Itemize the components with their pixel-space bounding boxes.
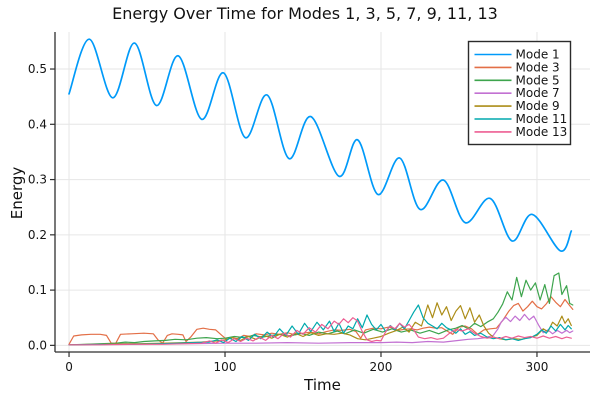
legend-label-mode-11: Mode 11: [516, 112, 568, 126]
chart-title: Energy Over Time for Modes 1, 3, 5, 7, 9…: [112, 4, 498, 23]
series-line-mode-3: [68, 296, 574, 345]
x-tick-label: 200: [370, 360, 393, 374]
series-line-mode-7: [68, 313, 574, 346]
y-tick-label: 0.2: [28, 228, 47, 242]
legend-label-mode-13: Mode 13: [516, 125, 568, 139]
x-tick-label: 0: [65, 360, 73, 374]
legend-label-mode-5: Mode 5: [516, 73, 560, 87]
series-line-mode-1: [68, 38, 573, 252]
y-tick-label: 0.1: [28, 283, 47, 297]
y-tick-label: 0.0: [28, 338, 47, 352]
x-axis-label: Time: [304, 376, 341, 394]
x-tick-label: 100: [214, 360, 237, 374]
legend-label-mode-1: Mode 1: [516, 48, 560, 62]
legend-label-mode-7: Mode 7: [516, 86, 560, 100]
y-tick-label: 0.3: [28, 173, 47, 187]
y-tick-label: 0.4: [28, 117, 47, 131]
legend-label-mode-3: Mode 3: [516, 60, 560, 74]
x-tick-label: 300: [526, 360, 549, 374]
y-axis-label: Energy: [8, 166, 26, 220]
series-line-mode-5: [68, 272, 574, 346]
legend-label-mode-9: Mode 9: [516, 99, 560, 113]
y-tick-label: 0.5: [28, 62, 47, 76]
series-line-mode-11: [68, 304, 572, 346]
series-line-mode-13: [68, 317, 572, 346]
